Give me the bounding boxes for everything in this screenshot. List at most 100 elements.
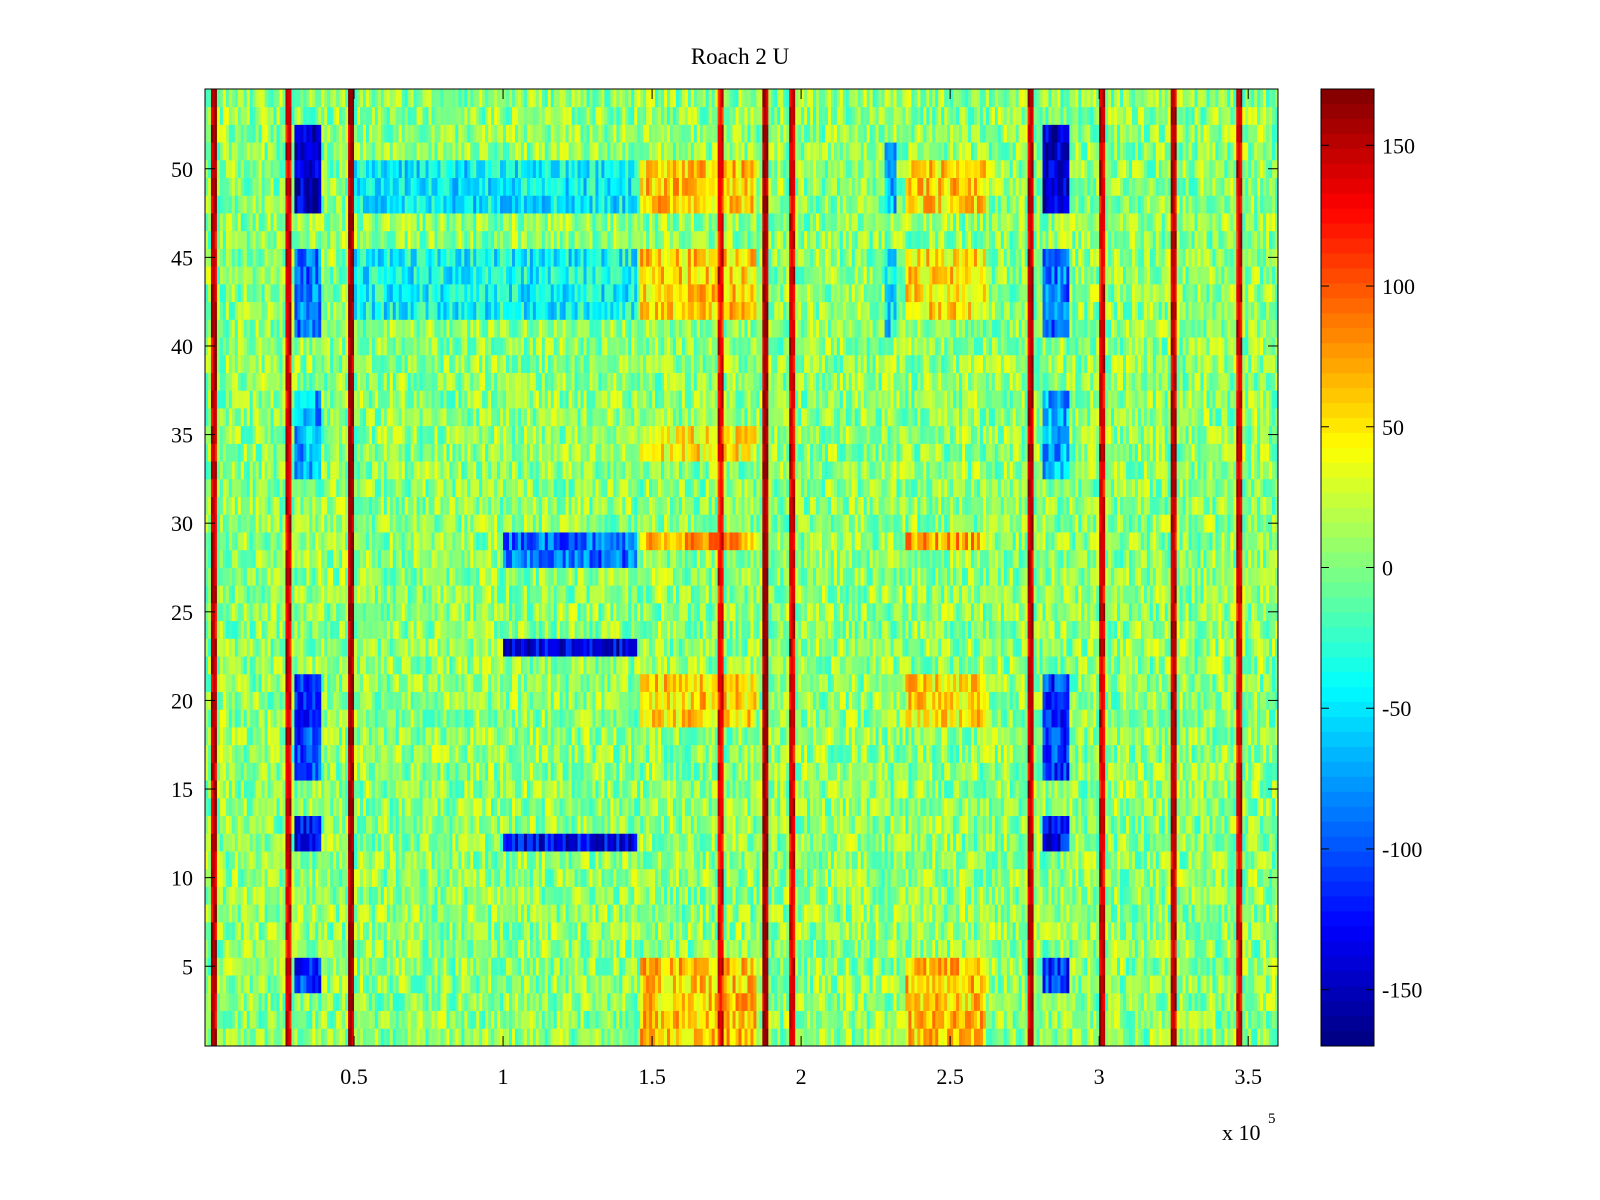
heatmap-cell bbox=[228, 992, 233, 1011]
heatmap-cell bbox=[607, 851, 611, 870]
heatmap-cell bbox=[878, 868, 882, 887]
heatmap-cell bbox=[282, 833, 286, 852]
heatmap-cell bbox=[1161, 868, 1166, 887]
heatmap-cell bbox=[1215, 904, 1219, 923]
heatmap-cell bbox=[917, 904, 921, 923]
heatmap-cell bbox=[398, 921, 403, 941]
heatmap-cell bbox=[359, 1010, 364, 1029]
heatmap-cell bbox=[488, 1028, 492, 1046]
heatmap-cell bbox=[386, 886, 391, 905]
heatmap-cell bbox=[816, 797, 820, 817]
heatmap-cell bbox=[920, 797, 924, 817]
heatmap-cell bbox=[914, 886, 918, 905]
heatmap-cell bbox=[509, 1028, 513, 1046]
heatmap-cell bbox=[881, 868, 885, 887]
heatmap-cell bbox=[1125, 851, 1130, 870]
heatmap-cell bbox=[1170, 992, 1175, 1011]
heatmap-cell bbox=[601, 975, 605, 994]
heatmap-cell bbox=[711, 886, 716, 905]
heatmap-cell bbox=[354, 868, 358, 887]
heatmap-cell bbox=[789, 833, 793, 852]
heatmap-cell bbox=[732, 833, 736, 852]
heatmap-cell bbox=[1057, 957, 1061, 976]
heatmap-cell bbox=[562, 921, 567, 941]
heatmap-cell bbox=[321, 992, 325, 1011]
heatmap-cell bbox=[553, 992, 558, 1011]
heatmap-cell bbox=[699, 939, 704, 958]
heatmap-cell bbox=[1245, 1028, 1249, 1046]
heatmap-cell bbox=[1123, 921, 1127, 941]
heatmap-cell bbox=[404, 1028, 409, 1046]
heatmap-cell bbox=[878, 992, 882, 1011]
heatmap-cell bbox=[973, 904, 978, 923]
heatmap-cell bbox=[854, 851, 859, 870]
heatmap-cell bbox=[294, 868, 298, 887]
heatmap-cell bbox=[428, 992, 432, 1011]
heatmap-cell bbox=[941, 921, 945, 941]
heatmap-cell bbox=[413, 833, 418, 852]
heatmap-cell bbox=[839, 833, 844, 852]
heatmap-cell bbox=[619, 921, 623, 941]
heatmap-cell bbox=[559, 1028, 564, 1046]
heatmap-cell bbox=[1093, 886, 1097, 905]
heatmap-cell bbox=[947, 833, 951, 852]
heatmap-cell bbox=[422, 868, 426, 887]
heatmap-cell bbox=[1072, 957, 1076, 976]
heatmap-cell bbox=[258, 815, 263, 834]
heatmap-cell bbox=[529, 815, 534, 834]
heatmap-cell bbox=[1224, 957, 1228, 976]
heatmap-cell bbox=[234, 939, 239, 958]
heatmap-cell bbox=[1248, 868, 1252, 887]
heatmap-cell bbox=[1096, 957, 1100, 976]
heatmap-cell bbox=[863, 815, 868, 834]
heatmap-cell bbox=[1027, 868, 1032, 887]
heatmap-cell bbox=[497, 868, 501, 887]
heatmap-cell bbox=[336, 992, 340, 1011]
heatmap-cell bbox=[872, 904, 877, 923]
heatmap-cell bbox=[500, 1010, 504, 1029]
heatmap-cell bbox=[711, 868, 716, 887]
heatmap-cell bbox=[690, 1010, 695, 1029]
heatmap-cell bbox=[449, 851, 453, 870]
heatmap-cell bbox=[512, 797, 516, 817]
heatmap-cell bbox=[810, 815, 814, 834]
heatmap-cell bbox=[798, 833, 802, 852]
heatmap-cell bbox=[1179, 921, 1184, 941]
heatmap-cell bbox=[1096, 851, 1100, 870]
heatmap-cell bbox=[1099, 833, 1103, 852]
heatmap-cell bbox=[968, 975, 972, 994]
heatmap-cell bbox=[711, 833, 716, 852]
heatmap-cell bbox=[1260, 815, 1264, 834]
heatmap-cell bbox=[243, 1028, 248, 1046]
heatmap-cell bbox=[702, 921, 707, 941]
heatmap-cell bbox=[410, 904, 415, 923]
heatmap-cell bbox=[768, 1010, 772, 1029]
heatmap-cell bbox=[1057, 1028, 1061, 1046]
heatmap-cell bbox=[920, 815, 924, 834]
heatmap-cell bbox=[810, 957, 814, 976]
heatmap-cell bbox=[1075, 851, 1079, 870]
heatmap-cell bbox=[240, 815, 245, 834]
heatmap-cell bbox=[1024, 939, 1029, 958]
heatmap-cell bbox=[1024, 851, 1029, 870]
heatmap-cell bbox=[649, 851, 653, 870]
heatmap-cell bbox=[464, 868, 468, 887]
heatmap-cell bbox=[452, 833, 456, 852]
heatmap-cell bbox=[634, 1010, 638, 1029]
heatmap-cell bbox=[598, 992, 602, 1011]
heatmap-cell bbox=[234, 1010, 239, 1029]
heatmap-cell bbox=[532, 886, 537, 905]
heatmap-cell bbox=[1173, 815, 1178, 834]
heatmap-cell bbox=[693, 992, 698, 1011]
heatmap-cell bbox=[848, 833, 853, 852]
heatmap-cell bbox=[1206, 939, 1210, 958]
heatmap-cell bbox=[991, 921, 996, 941]
heatmap-cell bbox=[443, 1010, 447, 1029]
heatmap-cell bbox=[485, 939, 489, 958]
heatmap-cell bbox=[935, 815, 939, 834]
heatmap-cell bbox=[926, 851, 930, 870]
heatmap-cell bbox=[291, 833, 295, 852]
heatmap-cell bbox=[1170, 975, 1175, 994]
heatmap-cell bbox=[839, 1010, 844, 1029]
heatmap-cell bbox=[1012, 975, 1017, 994]
